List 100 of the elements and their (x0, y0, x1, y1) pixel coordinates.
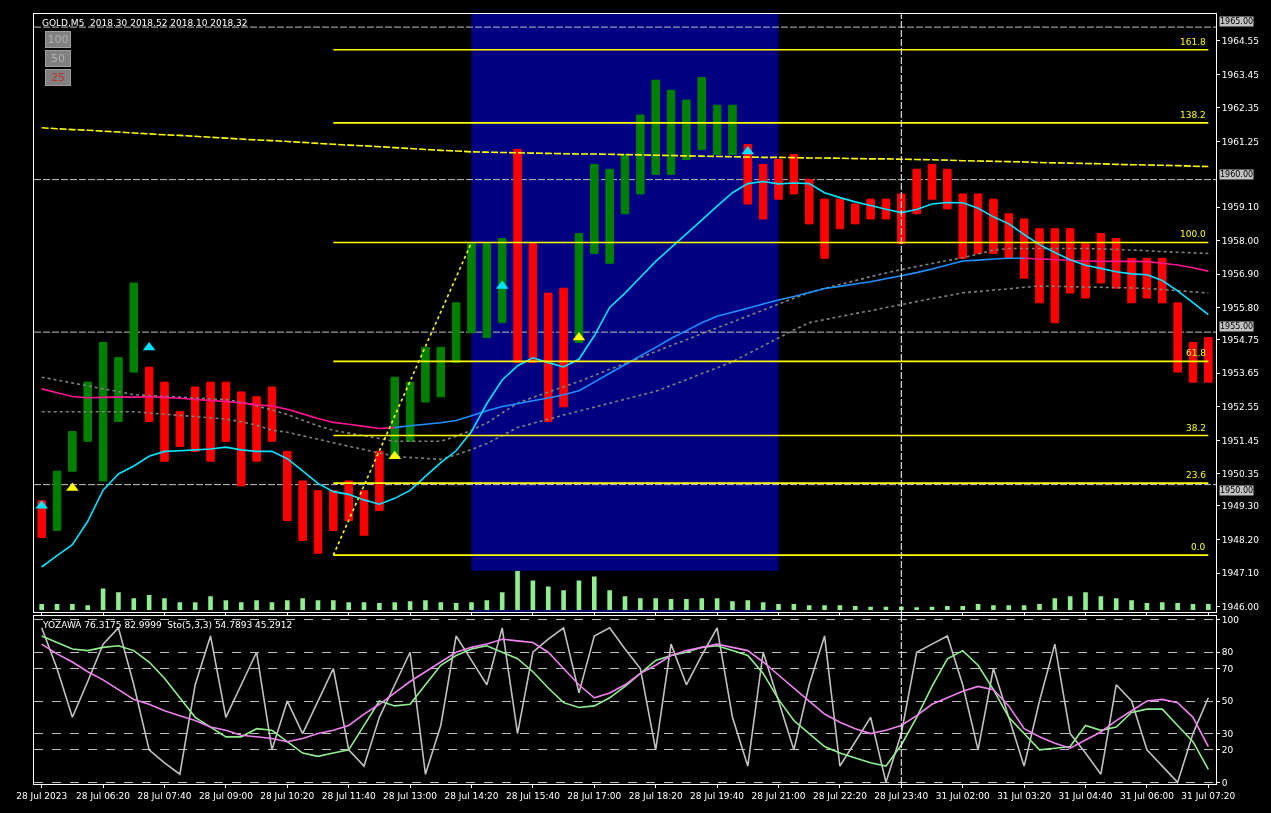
y-tick-label: 30 (1221, 728, 1234, 739)
candlestick (697, 76, 707, 150)
bar (653, 598, 658, 610)
bar (469, 602, 474, 610)
y-tick-label: 1954.75 (1221, 334, 1260, 345)
line-series (40, 126, 1210, 168)
candlestick (620, 154, 630, 215)
candlestick (1050, 228, 1060, 324)
bar (1206, 604, 1211, 610)
candlestick (313, 490, 323, 554)
candlestick (1127, 257, 1136, 304)
candlestick (666, 89, 676, 175)
ref-line-label: 1955.00 (1220, 322, 1254, 331)
candlestick (236, 391, 246, 487)
x-tick-label: 31 Jul 02:00 (935, 790, 990, 801)
y-tick-label: 1951.45 (1221, 435, 1260, 446)
bar (837, 605, 843, 610)
bar (1159, 602, 1165, 610)
bar (499, 592, 505, 610)
candlestick (804, 178, 814, 225)
candlestick (359, 490, 369, 536)
bar (1113, 598, 1119, 610)
candlestick (636, 114, 645, 195)
candlestick (943, 168, 952, 210)
x-tick-label: 31 Jul 03:20 (997, 790, 1052, 801)
bar (1006, 605, 1012, 610)
bar (300, 598, 305, 610)
candlestick (1173, 302, 1182, 373)
candlestick (451, 302, 461, 363)
line-series (40, 285, 1210, 461)
y-tick-label: 1952.55 (1221, 402, 1260, 413)
bar (730, 601, 735, 610)
candlestick (467, 243, 476, 334)
point (388, 450, 402, 460)
candlestick (1158, 257, 1167, 304)
bar (991, 605, 996, 610)
y-tick-label: 1962.35 (1221, 103, 1260, 114)
bar (39, 604, 44, 610)
bar (868, 606, 873, 610)
candlestick (866, 198, 875, 220)
y-tick-label: 1955.80 (1221, 302, 1260, 313)
bar (699, 598, 705, 610)
candlestick (528, 243, 538, 363)
candlestick (789, 154, 799, 195)
point (142, 341, 156, 351)
bar (346, 602, 351, 610)
line-series (393, 257, 1025, 429)
candlestick (728, 104, 737, 156)
annotation: 25 (51, 71, 65, 84)
x-tick-label: 28 Jul 07:40 (137, 790, 192, 801)
candlestick (851, 203, 860, 225)
bar (131, 598, 137, 610)
bar (238, 602, 244, 610)
line-series (40, 180, 1210, 568)
x-tick-label: 31 Jul 07:20 (1181, 790, 1236, 801)
candlestick (1004, 213, 1014, 259)
candlestick (881, 198, 891, 220)
bar (1129, 600, 1134, 610)
bar (638, 598, 643, 610)
x-tick-label: 28 Jul 22:20 (812, 790, 868, 801)
x-tick-label: 28 Jul 23:40 (874, 790, 929, 801)
candlestick (835, 198, 845, 230)
bar (607, 590, 612, 610)
candlestick (912, 168, 921, 215)
bar (1083, 592, 1088, 610)
x-tick-label: 28 Jul 21:00 (751, 790, 806, 801)
bar (1037, 604, 1042, 610)
candlestick (68, 431, 77, 472)
candlestick (513, 148, 522, 363)
x-tick-label: 28 Jul 14:20 (444, 790, 499, 801)
candlestick (129, 282, 139, 373)
candlestick (820, 198, 829, 259)
candlestick (375, 450, 384, 512)
bar (423, 600, 428, 610)
x-tick-label: 28 Jul 11:40 (321, 790, 376, 801)
candlestick (436, 346, 446, 398)
candlestick (114, 356, 123, 422)
bar (945, 606, 950, 610)
y-tick-label: 1964.55 (1221, 35, 1260, 46)
candlestick (1065, 228, 1075, 294)
bar (515, 570, 520, 610)
y-tick-label: 1946.00 (1221, 601, 1260, 612)
bar (1021, 605, 1027, 610)
bar (116, 592, 121, 610)
y-tick-label: 0 (1221, 777, 1228, 788)
candlestick (605, 168, 614, 264)
x-tick-label: 28 Jul 18:20 (628, 790, 683, 801)
y-tick-label: 70 (1221, 663, 1234, 674)
candlestick (989, 198, 998, 254)
bar (284, 600, 290, 610)
x-tick-label: 31 Jul 06:00 (1119, 790, 1175, 801)
y-tick-label: 1948.20 (1221, 534, 1260, 545)
candlestick (283, 450, 292, 522)
x-tick-label: 28 Jul 15:40 (505, 790, 561, 801)
candlestick (252, 396, 261, 462)
candlestick (559, 287, 568, 408)
y-tick-label: 20 (1221, 744, 1234, 755)
y-tick-label: 50 (1221, 696, 1234, 707)
candlestick (221, 381, 231, 442)
bar (254, 600, 259, 610)
